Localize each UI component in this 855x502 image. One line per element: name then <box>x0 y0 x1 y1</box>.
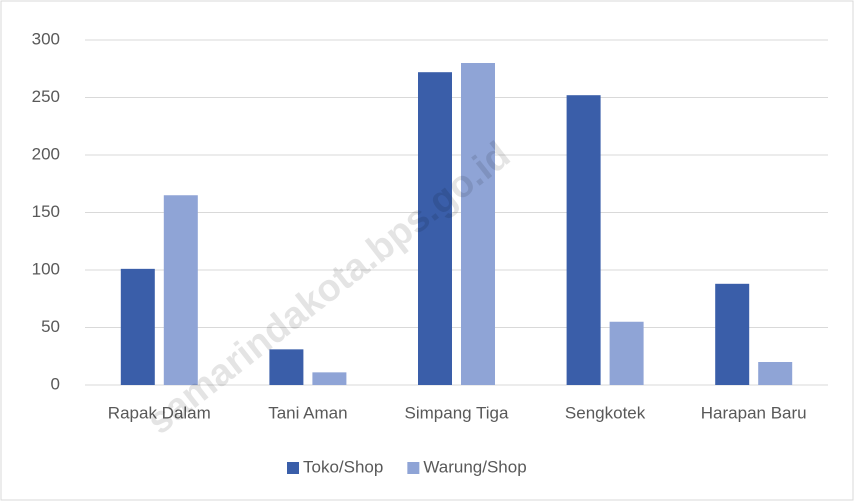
y-tick-label: 300 <box>32 29 60 48</box>
x-tick-label: Simpang Tiga <box>405 403 509 422</box>
bar <box>758 362 793 385</box>
legend-swatch <box>407 462 420 474</box>
bar <box>715 283 750 385</box>
x-tick-label: Tani Aman <box>268 403 347 422</box>
legend-swatch <box>287 462 299 474</box>
bar <box>609 321 644 385</box>
x-tick-label: Rapak Dalam <box>108 403 211 422</box>
x-tick-label: Harapan Baru <box>701 403 807 422</box>
y-tick-label: 250 <box>32 87 60 106</box>
y-tick-label: 200 <box>32 144 60 163</box>
bar <box>566 95 601 385</box>
y-tick-label: 100 <box>32 259 60 278</box>
x-tick-label: Sengkotek <box>565 403 646 422</box>
bar <box>418 72 452 385</box>
legend-label: Toko/Shop <box>303 457 383 476</box>
y-tick-label: 50 <box>41 317 60 336</box>
y-tick-label: 150 <box>32 202 60 221</box>
bar <box>312 372 347 385</box>
legend-label: Warung/Shop <box>423 457 526 476</box>
bar <box>120 268 155 385</box>
bar <box>163 195 198 385</box>
bar <box>461 63 495 385</box>
y-tick-label: 0 <box>51 374 60 393</box>
bar <box>269 349 304 385</box>
